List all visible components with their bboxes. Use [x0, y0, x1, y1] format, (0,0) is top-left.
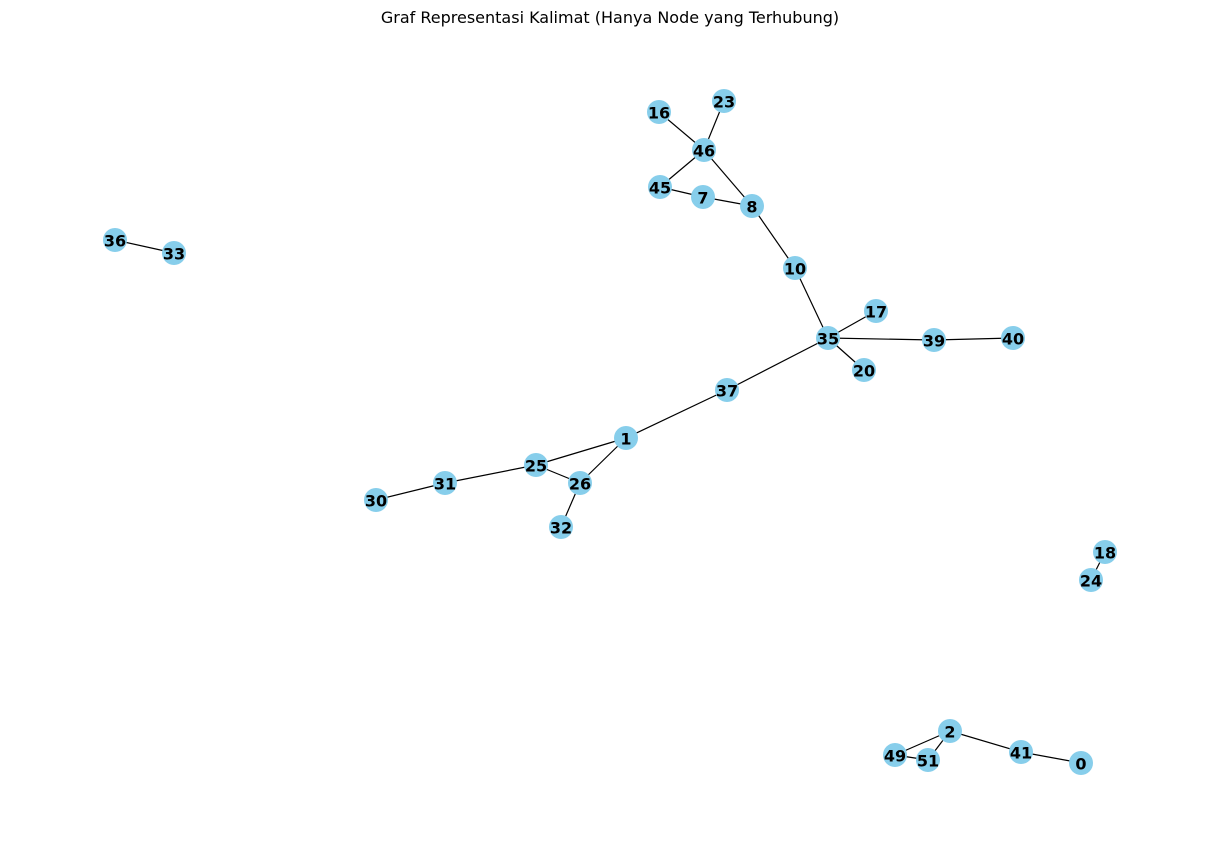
node-24: 24 — [1079, 568, 1103, 592]
node-label: 30 — [365, 492, 387, 511]
node-circle — [103, 228, 127, 252]
edge-layer — [114, 100, 1106, 764]
node-label: 40 — [1002, 330, 1024, 349]
node-8: 8 — [740, 194, 764, 218]
edge-25-31 — [444, 464, 537, 484]
node-circle — [922, 328, 946, 352]
node-label: 7 — [697, 189, 708, 208]
edge-37-1 — [625, 389, 728, 439]
node-circle — [783, 256, 807, 280]
node-0: 0 — [1069, 751, 1093, 775]
node-49: 49 — [883, 743, 907, 767]
node-label: 46 — [693, 142, 715, 161]
edge-8-10 — [751, 205, 796, 269]
node-label: 45 — [649, 179, 671, 198]
node-label: 32 — [550, 519, 572, 538]
node-label: 33 — [163, 245, 185, 264]
node-circle — [938, 719, 962, 743]
node-16: 16 — [647, 100, 671, 124]
edge-35-39 — [827, 337, 935, 341]
edge-39-40 — [933, 337, 1014, 341]
node-label: 10 — [784, 260, 806, 279]
node-7: 7 — [691, 185, 715, 209]
node-label: 16 — [648, 104, 670, 123]
node-label: 23 — [713, 93, 735, 112]
node-17: 17 — [864, 299, 888, 323]
node-label: 25 — [525, 457, 547, 476]
node-circle — [852, 358, 876, 382]
node-39: 39 — [922, 328, 946, 352]
node-circle — [691, 185, 715, 209]
node-40: 40 — [1001, 326, 1025, 350]
node-32: 32 — [549, 515, 573, 539]
edge-10-35 — [794, 267, 829, 339]
node-label: 0 — [1075, 755, 1086, 774]
edge-35-37 — [726, 337, 829, 391]
node-label: 49 — [884, 747, 906, 766]
node-label: 20 — [853, 362, 875, 381]
node-label: 1 — [620, 430, 631, 449]
node-25: 25 — [524, 453, 548, 477]
node-label: 39 — [923, 332, 945, 351]
node-41: 41 — [1009, 740, 1033, 764]
node-label: 24 — [1080, 572, 1102, 591]
node-circle — [1009, 740, 1033, 764]
node-2: 2 — [938, 719, 962, 743]
node-circle — [549, 515, 573, 539]
node-10: 10 — [783, 256, 807, 280]
node-36: 36 — [103, 228, 127, 252]
node-label: 51 — [917, 752, 939, 771]
node-26: 26 — [568, 471, 592, 495]
node-45: 45 — [648, 175, 672, 199]
node-label: 31 — [434, 475, 456, 494]
edge-46-8 — [703, 149, 753, 207]
node-circle — [162, 241, 186, 265]
node-label: 17 — [865, 303, 887, 322]
edge-2-41 — [949, 730, 1022, 753]
node-label: 36 — [104, 232, 126, 251]
node-31: 31 — [433, 471, 457, 495]
node-circle — [433, 471, 457, 495]
node-label: 2 — [944, 723, 955, 742]
node-33: 33 — [162, 241, 186, 265]
node-circle — [692, 138, 716, 162]
node-label: 41 — [1010, 744, 1032, 763]
node-circle — [614, 426, 638, 450]
node-circle — [647, 100, 671, 124]
edge-1-25 — [535, 437, 627, 466]
node-circle — [364, 488, 388, 512]
node-circle — [1069, 751, 1093, 775]
node-label: 26 — [569, 475, 591, 494]
node-circle — [1093, 540, 1117, 564]
node-35: 35 — [816, 326, 840, 350]
node-51: 51 — [916, 748, 940, 772]
node-1: 1 — [614, 426, 638, 450]
node-label: 18 — [1094, 544, 1116, 563]
node-46: 46 — [692, 138, 716, 162]
node-37: 37 — [715, 378, 739, 402]
graph-title: Graf Representasi Kalimat (Hanya Node ya… — [380, 8, 840, 27]
node-circle — [1079, 568, 1103, 592]
node-circle — [712, 89, 736, 113]
node-30: 30 — [364, 488, 388, 512]
node-circle — [568, 471, 592, 495]
node-label: 8 — [746, 198, 757, 217]
node-circle — [1001, 326, 1025, 350]
node-circle — [883, 743, 907, 767]
node-circle — [740, 194, 764, 218]
node-label: 37 — [716, 382, 738, 401]
node-circle — [524, 453, 548, 477]
node-circle — [816, 326, 840, 350]
node-circle — [916, 748, 940, 772]
node-circle — [648, 175, 672, 199]
node-circle — [715, 378, 739, 402]
node-label: 35 — [817, 330, 839, 349]
node-23: 23 — [712, 89, 736, 113]
node-18: 18 — [1093, 540, 1117, 564]
node-20: 20 — [852, 358, 876, 382]
node-circle — [864, 299, 888, 323]
